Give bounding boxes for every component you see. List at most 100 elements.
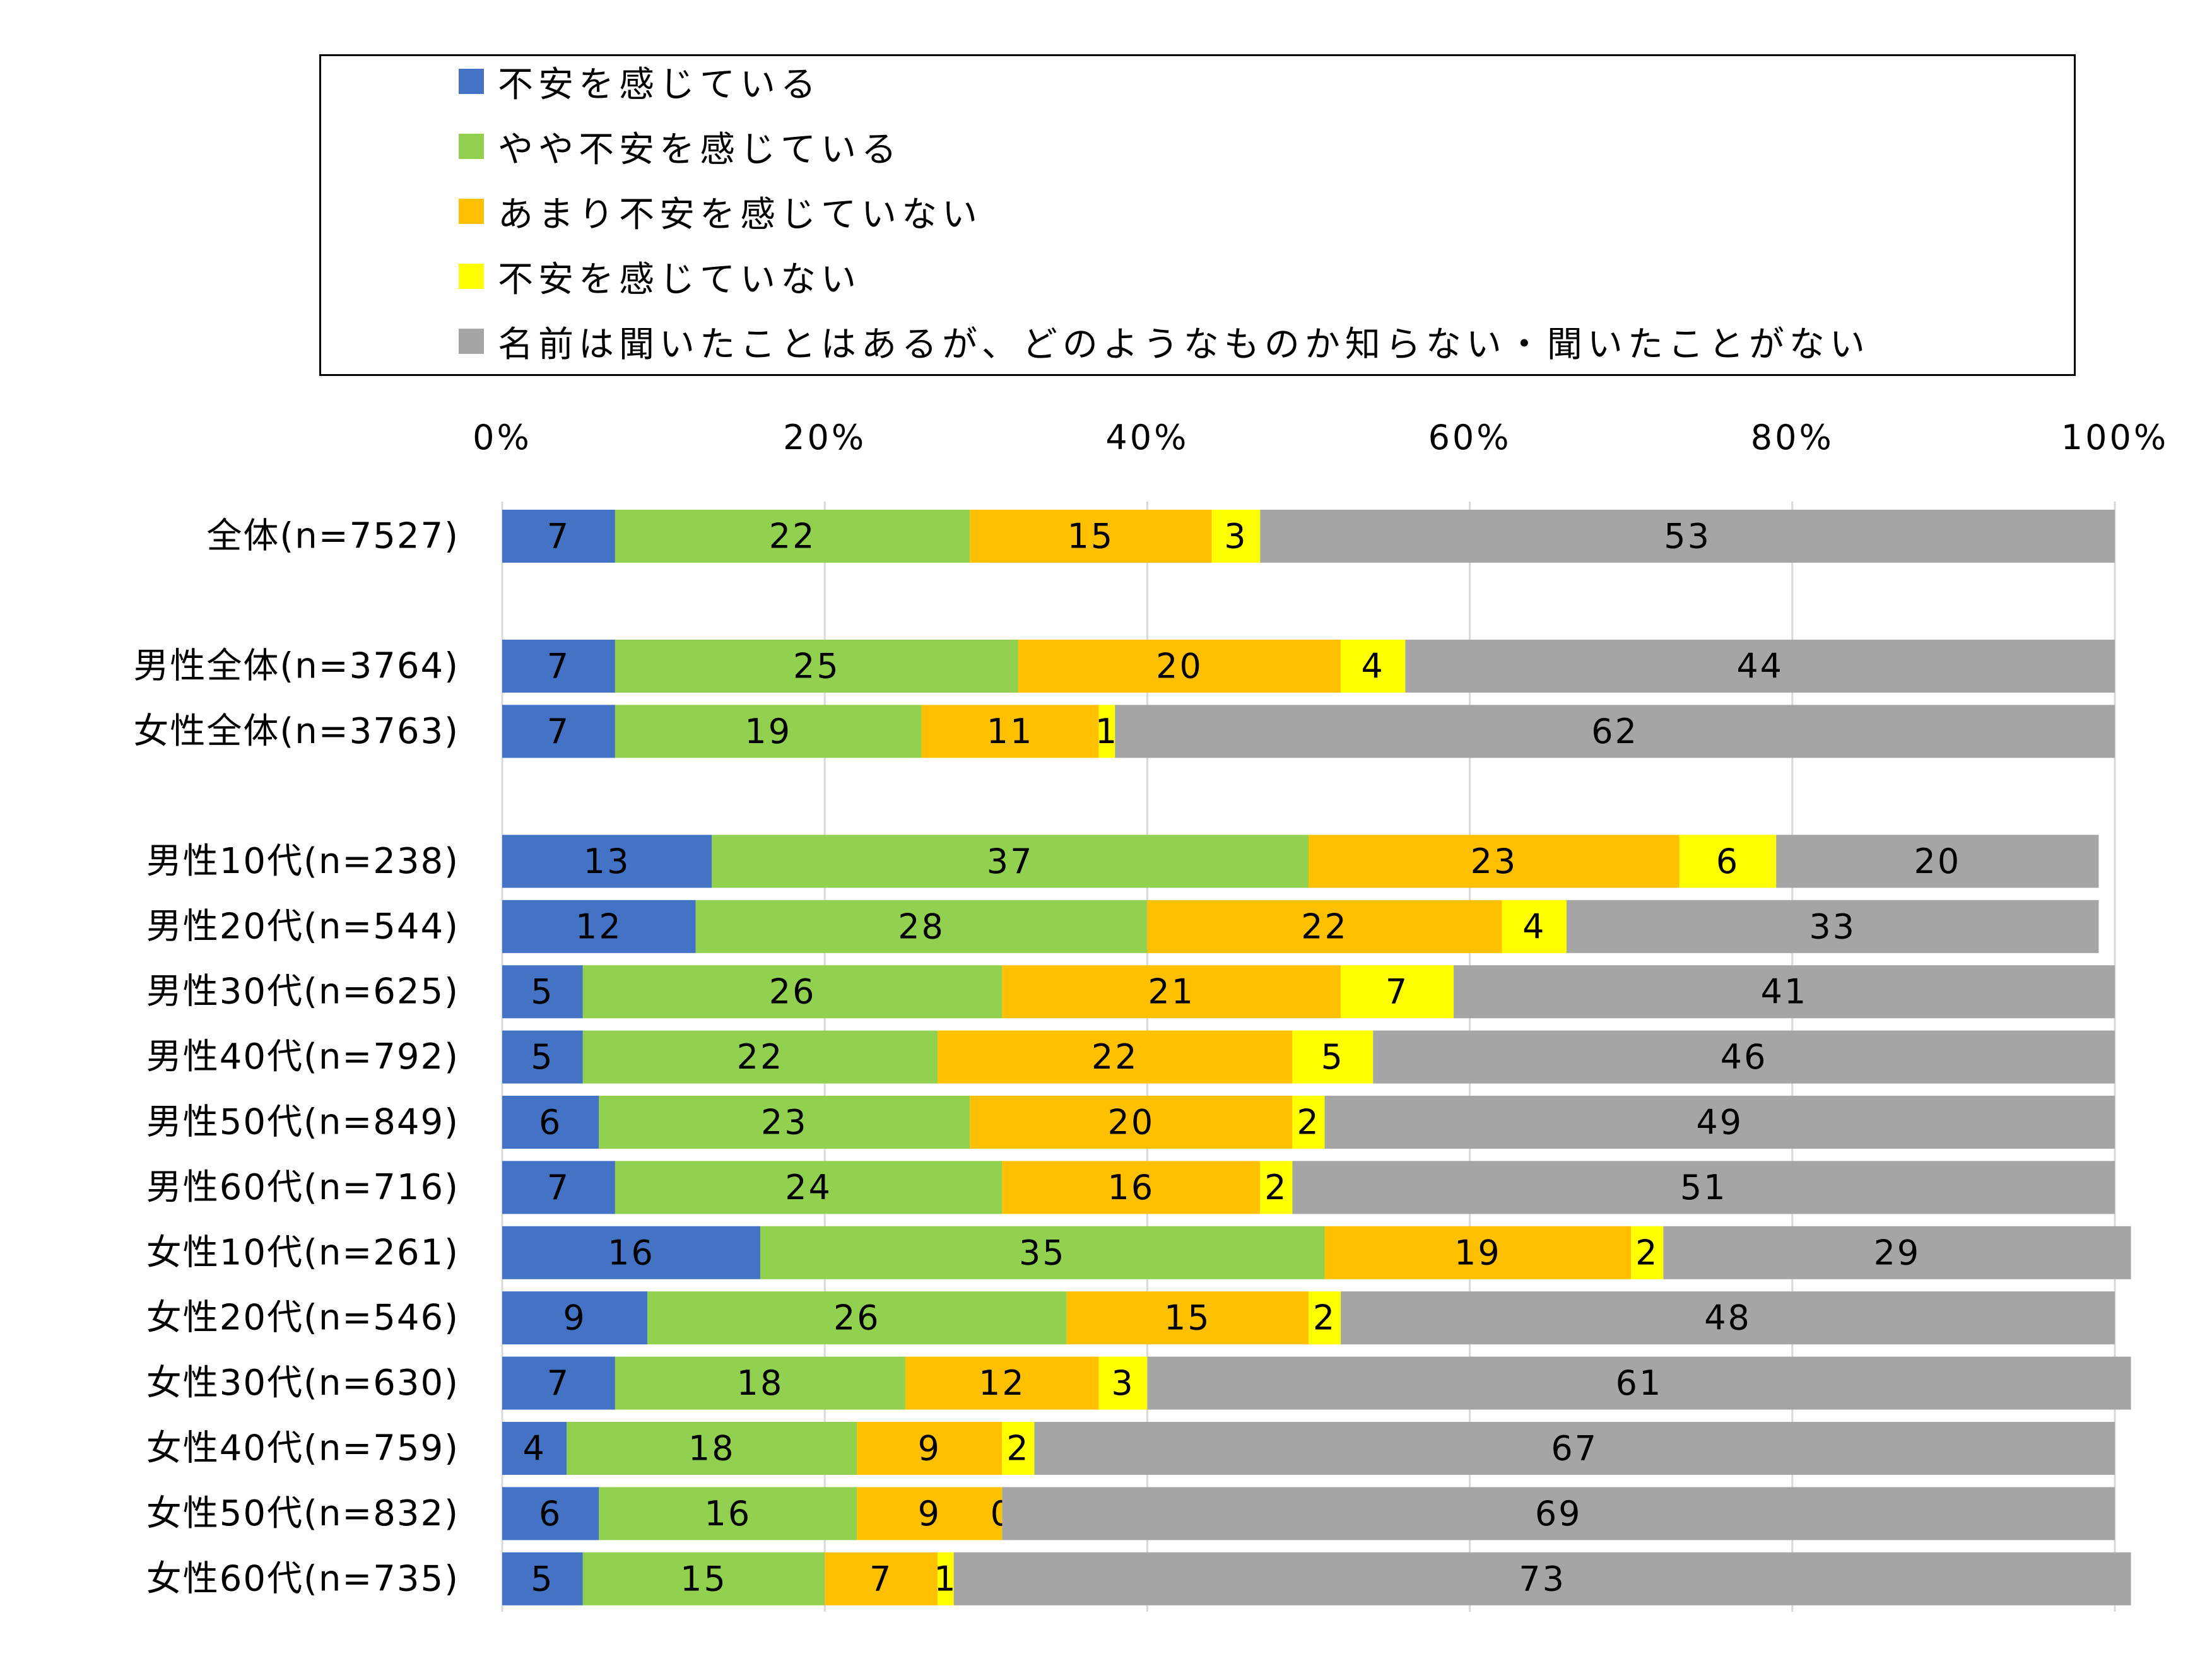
data-label: 12 — [575, 906, 623, 946]
bar-segment — [582, 965, 1003, 1019]
bar-segment — [1405, 640, 2115, 693]
bar-segment — [1002, 965, 1341, 1019]
legend-swatch — [459, 69, 484, 94]
data-label: 16 — [1107, 1168, 1155, 1207]
x-tick-label: 60% — [1428, 418, 1512, 457]
data-label: 48 — [1704, 1298, 1751, 1338]
bar-segment — [1034, 1422, 2115, 1475]
category-label: 男性40代(n=792) — [146, 1036, 459, 1077]
bar-segment — [921, 705, 1099, 758]
data-label: 9 — [918, 1494, 941, 1534]
bar-segment — [1018, 640, 1341, 693]
bar-segment — [1341, 1291, 2115, 1345]
data-label: 20 — [1914, 842, 1961, 881]
bar-segment — [970, 510, 1212, 563]
bar-segment — [615, 640, 1018, 693]
bar-segment — [502, 1422, 567, 1475]
bar-segment — [502, 1356, 615, 1410]
data-label: 12 — [979, 1363, 1026, 1403]
data-label: 15 — [680, 1559, 727, 1599]
bar-segment — [1002, 1161, 1261, 1214]
data-label: 15 — [1068, 517, 1115, 556]
data-label: 22 — [769, 517, 816, 556]
bar-segment — [953, 1552, 2131, 1605]
legend-label: 不安を感じている — [498, 64, 821, 105]
data-label: 61 — [1616, 1363, 1663, 1403]
data-label: 7 — [547, 517, 570, 556]
data-label: 20 — [1156, 647, 1203, 686]
bar-segment — [1147, 1356, 2131, 1410]
bar-segment — [938, 1030, 1293, 1084]
data-label: 51 — [1680, 1168, 1727, 1207]
bar-segment — [1098, 705, 1115, 758]
data-label: 7 — [547, 712, 570, 751]
data-label: 21 — [1148, 972, 1195, 1012]
category-label: 男性60代(n=716) — [146, 1167, 459, 1208]
bar-segment — [502, 510, 615, 563]
bar-segment — [1373, 1030, 2115, 1084]
bar-segment — [1454, 965, 2115, 1019]
data-label: 22 — [737, 1037, 784, 1077]
bar-segment — [502, 1291, 648, 1345]
bar-segment — [1309, 835, 1680, 888]
bar-segment — [599, 1487, 857, 1540]
data-label: 4 — [1522, 906, 1546, 946]
legend-item: 不安を感じていない — [459, 251, 861, 302]
category-label: 男性30代(n=625) — [146, 971, 459, 1012]
bar-segment — [1147, 900, 1502, 953]
category-label: 男性50代(n=849) — [146, 1102, 459, 1143]
data-label: 2 — [1297, 1103, 1320, 1142]
bar-segment — [1341, 965, 1454, 1019]
bar-segment — [938, 1552, 954, 1605]
bar-segment — [1309, 1291, 1341, 1345]
data-label: 2 — [1006, 1429, 1030, 1469]
data-label: 44 — [1736, 647, 1784, 686]
category-label: 男性20代(n=544) — [146, 906, 459, 947]
bar-segment — [502, 1161, 615, 1214]
bar-segment — [502, 640, 615, 693]
data-label: 41 — [1761, 972, 1808, 1012]
category-label: 女性30代(n=630) — [146, 1363, 459, 1404]
bar-segment — [1324, 1096, 2115, 1149]
data-label: 23 — [761, 1103, 808, 1142]
bar-segment — [502, 1226, 760, 1279]
data-label: 9 — [563, 1298, 586, 1338]
bar-segment — [615, 1356, 905, 1410]
bar-segment — [502, 835, 712, 888]
bar-segment — [615, 510, 970, 563]
bar-segment — [1679, 835, 1777, 888]
bar-segment — [695, 900, 1148, 953]
bar-segment — [1776, 835, 2099, 888]
bar-segment — [582, 1552, 825, 1605]
data-label: 24 — [785, 1168, 832, 1207]
data-label: 2 — [1635, 1233, 1659, 1272]
bar-segment — [905, 1356, 1099, 1410]
category-label: 女性40代(n=759) — [146, 1428, 459, 1469]
category-label: 女性全体(n=3763) — [133, 711, 459, 752]
data-label: 46 — [1721, 1037, 1768, 1077]
bar-segment — [502, 1552, 583, 1605]
legend-label: あまり不安を感じていない — [498, 194, 982, 235]
data-label: 22 — [1301, 906, 1348, 946]
data-label: 16 — [608, 1233, 655, 1272]
data-label: 67 — [1551, 1429, 1598, 1469]
data-label: 18 — [688, 1429, 736, 1469]
data-label: 11 — [987, 712, 1034, 751]
data-label: 16 — [704, 1494, 751, 1534]
data-label: 26 — [769, 972, 816, 1012]
category-label: 全体(n=7527) — [206, 516, 459, 557]
chart-legend: 不安を感じている やや不安を感じている あまり不安を感じていない 不安を感じていない名… — [319, 54, 2076, 376]
legend-swatch — [459, 199, 484, 224]
legend-item: やや不安を感じている — [459, 121, 902, 172]
bar-segment — [1631, 1226, 1664, 1279]
x-tick-label: 40% — [1105, 418, 1189, 457]
x-tick-label: 80% — [1751, 418, 1834, 457]
data-label: 18 — [737, 1363, 784, 1403]
x-tick-label: 20% — [783, 418, 866, 457]
bar-segment — [1324, 1226, 1632, 1279]
bar-segment — [599, 1096, 970, 1149]
bar-segment — [1211, 510, 1261, 563]
data-label: 29 — [1874, 1233, 1921, 1272]
data-label: 22 — [1091, 1037, 1139, 1077]
